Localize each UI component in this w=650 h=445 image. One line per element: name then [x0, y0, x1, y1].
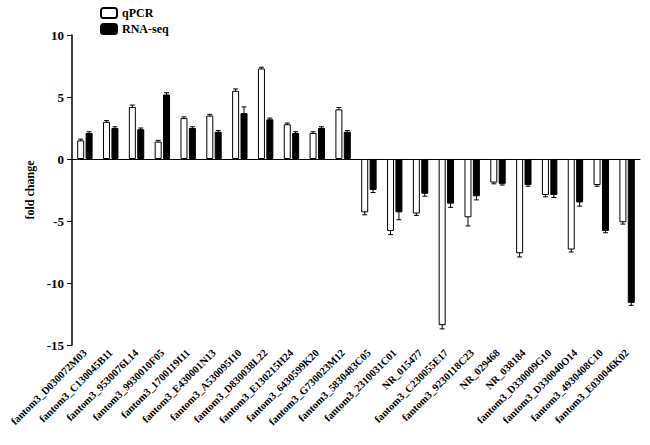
svg-text:fantom3_4930408C10: fantom3_4930408C10 — [528, 347, 606, 424]
svg-text:fantom3_E030046K02: fantom3_E030046K02 — [553, 347, 631, 425]
svg-text:fantom3_E430001N13: fantom3_E430001N13 — [140, 347, 218, 425]
svg-text:fantom3_1700119I11: fantom3_1700119I11 — [118, 347, 193, 421]
svg-text:fantom3_G730023M12: fantom3_G730023M12 — [266, 347, 347, 428]
svg-text:NR_029468: NR_029468 — [457, 347, 502, 392]
svg-text:fantom3_9930010F05: fantom3_9930010F05 — [90, 347, 167, 423]
svg-text:fantom3_9230118C23: fantom3_9230118C23 — [399, 347, 477, 424]
svg-text:qPCR: qPCR — [122, 6, 154, 20]
svg-text:fantom3_E130215H24: fantom3_E130215H24 — [217, 347, 296, 426]
svg-text:fantom3_D830038L22: fantom3_D830038L22 — [191, 347, 270, 425]
svg-text:0: 0 — [58, 152, 65, 167]
svg-text:-10: -10 — [47, 276, 64, 291]
svg-text:10: 10 — [51, 28, 64, 43]
svg-text:fantom3_A530095I10: fantom3_A530095I10 — [168, 347, 244, 423]
svg-text:fantom3_9530076L14: fantom3_9530076L14 — [64, 347, 141, 424]
svg-text:NR_038184: NR_038184 — [483, 347, 528, 392]
svg-text:fold change: fold change — [23, 160, 37, 220]
svg-text:fantom3_C230055E17: fantom3_C230055E17 — [372, 347, 451, 425]
svg-text:fantom3_6430599K20: fantom3_6430599K20 — [244, 347, 322, 425]
svg-text:fantom3_5830483C05: fantom3_5830483C05 — [296, 347, 373, 424]
svg-text:fantom3_D330040O14: fantom3_D330040O14 — [500, 347, 580, 426]
svg-text:-5: -5 — [53, 214, 64, 229]
svg-text:fantom3_D030072M03: fantom3_D030072M03 — [9, 347, 89, 427]
svg-text:fantom3_D330009G10: fantom3_D330009G10 — [474, 347, 554, 426]
svg-text:fantom3_2310031C01: fantom3_2310031C01 — [322, 347, 399, 424]
svg-text:5: 5 — [58, 90, 65, 105]
svg-text:RNA-seq: RNA-seq — [122, 22, 169, 36]
svg-text:-15: -15 — [47, 338, 65, 353]
svg-text:fantom3_C130045B11: fantom3_C130045B11 — [37, 347, 115, 425]
svg-text:NR_015477: NR_015477 — [380, 347, 425, 392]
